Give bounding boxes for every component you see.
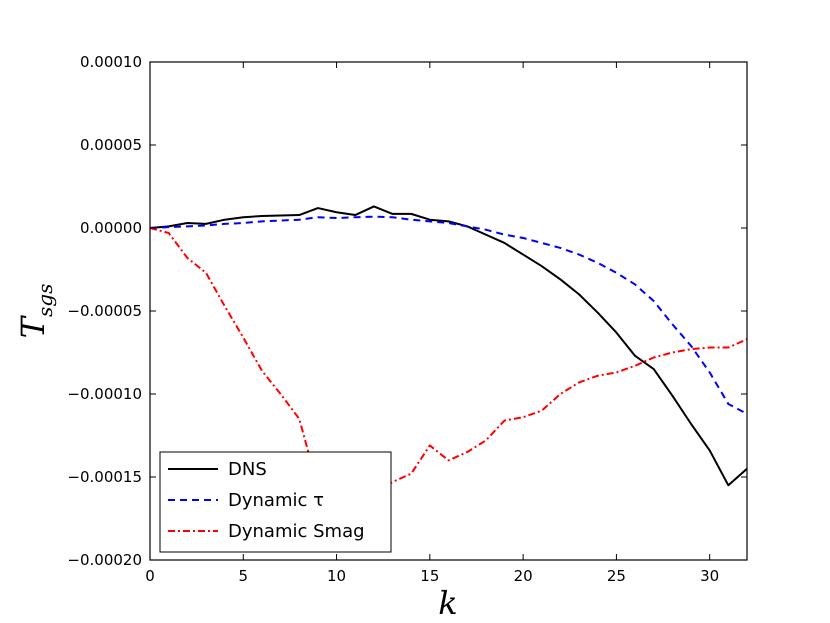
x-tick-label: 20 (514, 567, 533, 585)
legend: DNS Dynamic τ Dynamic Smag (159, 451, 392, 553)
y-tick-label: 0.00000 (80, 219, 142, 237)
legend-label-dynamic-smag: Dynamic Smag (228, 521, 365, 542)
series-line-dynamic-smag (149, 227, 748, 497)
x-tick-label: 30 (700, 567, 719, 585)
x-tick-label: 15 (420, 567, 439, 585)
legend-label-dns: DNS (228, 459, 267, 480)
x-tick-label: 5 (239, 567, 249, 585)
y-tick-label: 0.00010 (80, 53, 142, 71)
legend-label-dynamic-tau: Dynamic τ (228, 490, 324, 511)
ticks-layer: 0 5 10 15 20 25 30 0.00010 0.00005 0.00000 −0.0000… (67, 53, 747, 585)
y-axis-title: Tsgs (14, 284, 57, 339)
x-tick-label: 0 (145, 567, 155, 585)
y-tick-label: −0.00005 (67, 302, 142, 320)
x-tick-label: 10 (327, 567, 346, 585)
x-axis-title: k (438, 584, 457, 622)
y-tick-label: −0.00015 (67, 468, 142, 486)
series-line-dns (149, 205, 748, 487)
y-tick-label: 0.00005 (80, 136, 142, 154)
series-line-dynamic (149, 215, 748, 415)
y-axis-title-subscript: sgs (33, 284, 57, 317)
x-tick-label: 25 (607, 567, 626, 585)
y-tick-label: −0.00020 (67, 551, 142, 569)
data-layer (149, 205, 748, 497)
y-tick-label: −0.00010 (67, 385, 142, 403)
y-axis-title-main: T (14, 314, 52, 338)
